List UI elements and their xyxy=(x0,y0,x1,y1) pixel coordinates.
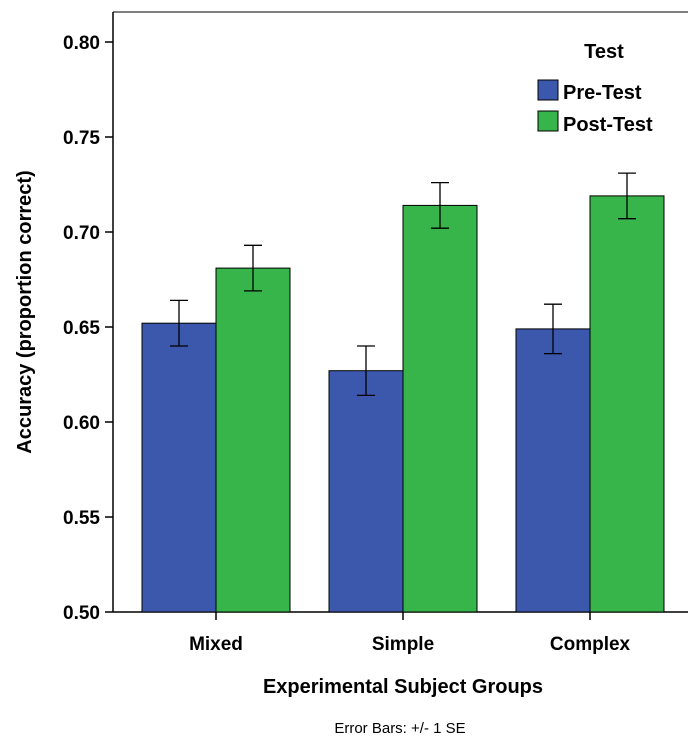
legend-swatch-pre-test xyxy=(537,79,559,101)
bar-complex-post-test xyxy=(589,195,665,613)
bar-complex-pre-test xyxy=(515,328,591,613)
x-tick-label: Complex xyxy=(550,634,631,655)
y-ticks: 0.50 0.55 0.60 0.65 0.70 0.75 0.80 xyxy=(63,33,113,624)
error-bars-note: Error Bars: +/- 1 SE xyxy=(334,720,465,737)
legend-label-pre-test: Pre-Test xyxy=(563,82,642,104)
y-tick-label: 0.70 xyxy=(63,223,100,244)
x-tick-label: Simple xyxy=(372,634,434,655)
bar-mixed-post-test xyxy=(215,267,291,613)
x-axis-title: Experimental Subject Groups xyxy=(263,676,543,698)
y-tick-label: 0.80 xyxy=(63,33,100,54)
x-tick-label: Mixed xyxy=(189,634,243,655)
x-ticks: Mixed Simple Complex xyxy=(189,612,631,655)
bar-simple-pre-test xyxy=(328,370,404,613)
y-tick-label: 0.55 xyxy=(63,508,100,529)
legend-swatch-post-test xyxy=(537,110,559,132)
y-axis-title: Accuracy (proportion correct) xyxy=(14,170,36,453)
legend: Test Pre-Test Post-Test xyxy=(537,41,653,136)
y-tick-label: 0.60 xyxy=(63,413,100,434)
legend-title: Test xyxy=(584,41,624,63)
error-bars xyxy=(170,172,636,397)
bar-simple-post-test xyxy=(402,204,478,613)
bar-mixed-pre-test xyxy=(141,322,217,613)
legend-label-post-test: Post-Test xyxy=(563,114,653,136)
y-tick-label: 0.75 xyxy=(63,128,100,149)
y-tick-label: 0.50 xyxy=(63,603,100,624)
bars xyxy=(141,195,665,613)
y-tick-label: 0.65 xyxy=(63,318,100,339)
